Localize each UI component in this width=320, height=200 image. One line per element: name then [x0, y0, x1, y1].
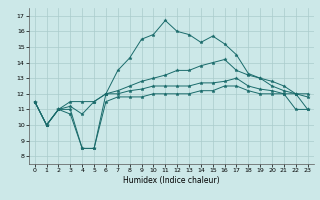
- X-axis label: Humidex (Indice chaleur): Humidex (Indice chaleur): [123, 176, 220, 185]
